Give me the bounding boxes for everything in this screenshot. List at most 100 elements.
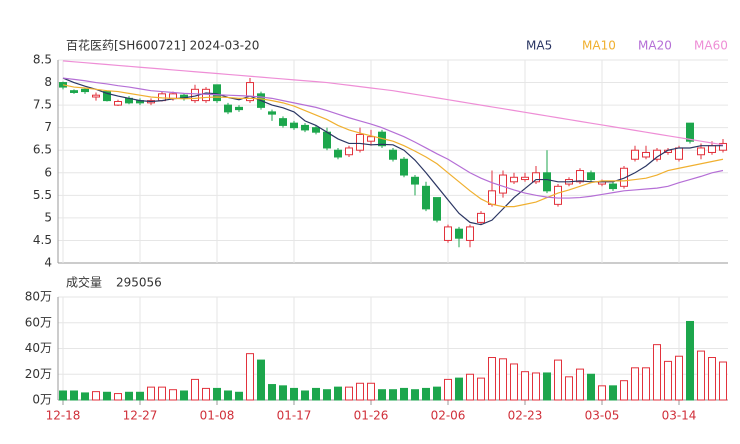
candle-body <box>301 124 309 131</box>
volume-bar <box>191 378 199 401</box>
candle-body <box>422 185 430 210</box>
volume-bar <box>290 387 298 401</box>
y-tick-label: 5.5 <box>33 188 52 202</box>
x-tick-label: 02-23 <box>508 409 543 423</box>
volume-bar <box>697 350 705 401</box>
candle-body <box>477 212 485 223</box>
candle-body <box>697 147 705 156</box>
volume-bar <box>543 372 551 401</box>
y-tick-label: 7 <box>44 120 52 134</box>
x-tick-label: 03-14 <box>662 409 697 423</box>
candle-body <box>70 90 78 93</box>
volume-bar <box>598 385 606 401</box>
x-tick-label: 01-26 <box>354 409 389 423</box>
y-tick-label: 80万 <box>25 290 52 304</box>
candle-body <box>466 226 474 241</box>
candle-body <box>499 174 507 194</box>
volume-bar <box>70 390 78 401</box>
volume-bar <box>257 359 265 401</box>
volume-bar <box>136 391 144 401</box>
candle-body <box>653 149 661 160</box>
volume-bar <box>554 359 562 401</box>
candle-body <box>620 167 628 187</box>
legend-label: MA5 <box>526 39 552 53</box>
volume-bar <box>268 384 276 401</box>
volume-bar <box>92 391 100 401</box>
volume-bar <box>246 353 254 401</box>
volume-bar <box>587 373 595 401</box>
candle-body <box>92 94 100 98</box>
candle-body <box>543 172 551 192</box>
candle-body <box>708 145 716 153</box>
candle-body <box>521 176 529 181</box>
volume-bar <box>125 391 133 401</box>
candle-body <box>323 131 331 149</box>
candle-body <box>554 185 562 205</box>
volume-bar <box>389 389 397 401</box>
candle-body <box>114 101 122 106</box>
volume-bar <box>444 378 452 401</box>
legend-label: MA60 <box>694 39 728 53</box>
candle-body <box>642 151 650 158</box>
x-tick-label: 03-05 <box>585 409 620 423</box>
volume-title: 成交量 <box>66 275 102 290</box>
volume-bar <box>433 386 441 401</box>
volume-bar <box>455 377 463 401</box>
candle-body <box>433 197 441 221</box>
volume-bar <box>708 357 716 401</box>
y-tick-label: 40万 <box>25 341 52 355</box>
volume-bar <box>334 386 342 401</box>
candle-body <box>81 88 89 93</box>
x-tick-label: 01-17 <box>277 409 312 423</box>
volume-bar <box>620 380 628 401</box>
volume-bar <box>400 387 408 401</box>
volume-bar <box>323 389 331 401</box>
volume-bar <box>719 361 727 401</box>
candle-body <box>587 172 595 181</box>
volume-bar <box>356 382 364 401</box>
y-tick-label: 60万 <box>25 315 52 329</box>
ma-line <box>62 60 724 146</box>
candle-body <box>312 127 320 133</box>
volume-bar <box>180 390 188 401</box>
volume-bar <box>653 344 661 401</box>
x-tick-label: 02-06 <box>431 409 466 423</box>
volume-bar <box>466 373 474 401</box>
chart-title: 百花医药[SH600721] 2024-03-20 <box>66 38 259 53</box>
candle-body <box>213 84 221 102</box>
candle-body <box>455 228 463 239</box>
candle-body <box>675 147 683 160</box>
volume-bar <box>609 385 617 401</box>
candle-body <box>488 190 496 205</box>
volume-latest: 295056 <box>116 276 162 290</box>
x-tick-label: 12-27 <box>123 409 158 423</box>
volume-bar <box>158 386 166 401</box>
volume-bar <box>345 386 353 401</box>
x-tick-label: 12-18 <box>46 409 81 423</box>
candle-body <box>719 142 727 151</box>
legend-label: MA10 <box>582 39 616 53</box>
volume-bar <box>378 389 386 401</box>
volume-bar <box>422 387 430 401</box>
volume-bar <box>675 355 683 401</box>
volume-bar <box>103 391 111 401</box>
y-tick-label: 0万 <box>32 393 52 407</box>
volume-bar <box>114 393 122 401</box>
y-tick-label: 6 <box>44 165 52 179</box>
y-tick-label: 7.5 <box>33 98 52 112</box>
volume-bar <box>202 387 210 401</box>
candle-body <box>268 111 276 115</box>
volume-bar <box>224 390 232 401</box>
volume-bar <box>301 390 309 401</box>
volume-bar <box>664 360 672 401</box>
y-tick-label: 20万 <box>25 367 52 381</box>
candle-body <box>400 158 408 176</box>
y-tick-label: 6.5 <box>33 143 52 157</box>
volume-bar <box>59 390 67 401</box>
volume-bar <box>576 368 584 401</box>
candle-body <box>290 122 298 129</box>
candle-body <box>576 170 584 183</box>
x-tick-label: 01-08 <box>200 409 235 423</box>
volume-bar <box>312 387 320 401</box>
candle-body <box>411 176 419 185</box>
